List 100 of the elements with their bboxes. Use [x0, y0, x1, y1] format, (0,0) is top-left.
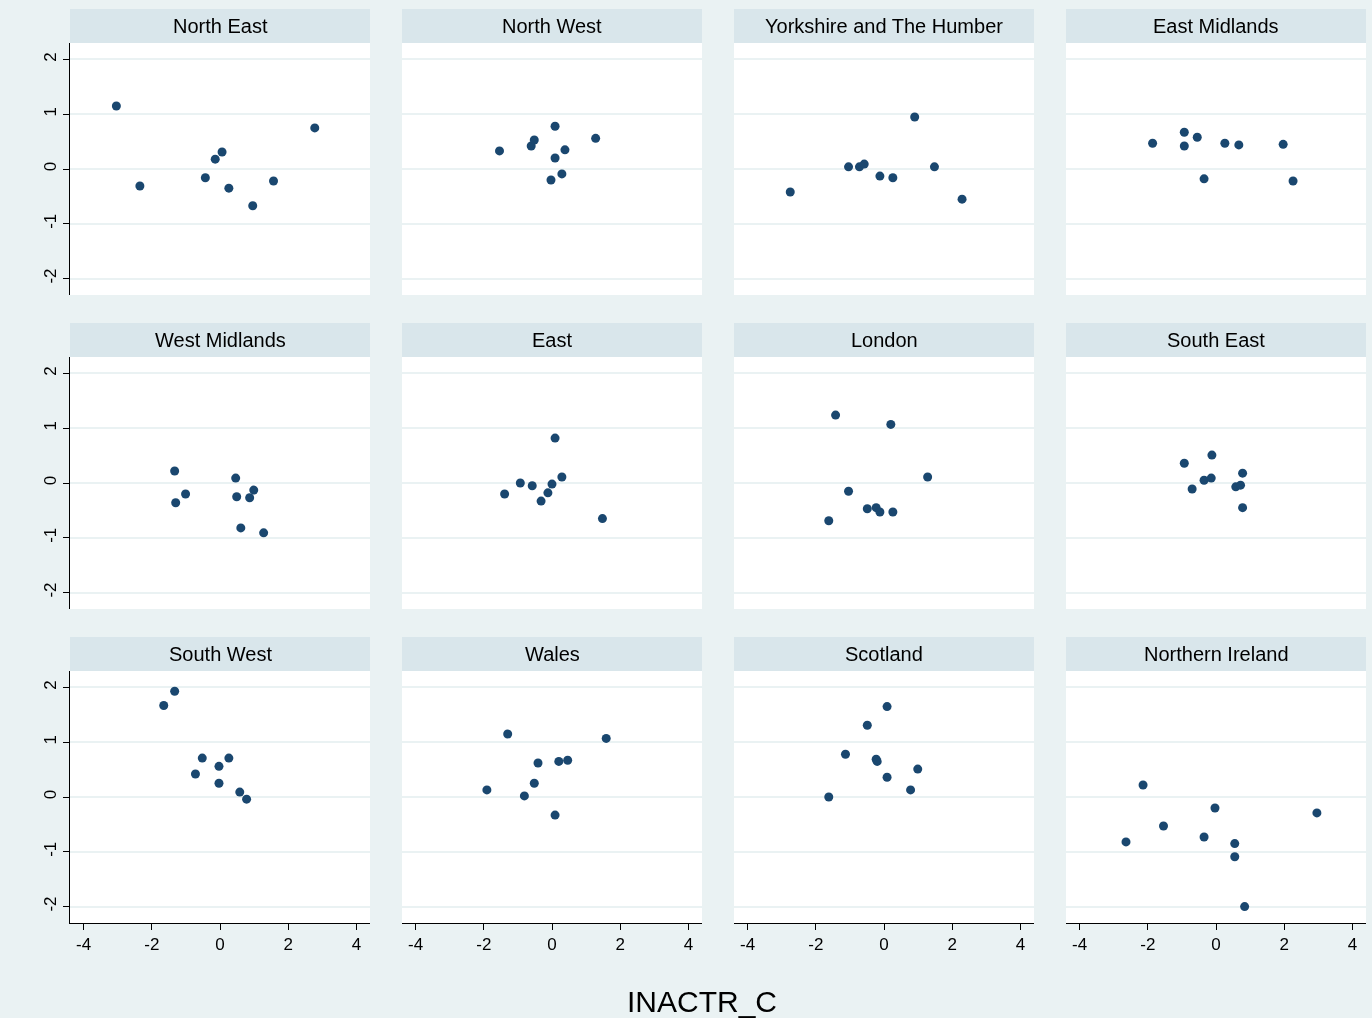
x-axis-title: INACTR_C — [627, 985, 778, 1018]
point — [591, 133, 601, 143]
point — [242, 794, 252, 804]
point — [1159, 821, 1168, 831]
chart-title: West Midlands — [155, 329, 286, 351]
point — [515, 478, 525, 488]
x-tick-label: 4 — [683, 935, 694, 955]
point — [500, 489, 510, 499]
point — [503, 729, 513, 739]
point — [224, 753, 234, 763]
point — [214, 778, 224, 788]
point — [111, 101, 121, 111]
point — [862, 504, 872, 514]
x-tick-label: -4 — [740, 935, 756, 955]
point — [536, 496, 546, 506]
point — [550, 153, 560, 163]
point — [1206, 473, 1216, 483]
point — [527, 481, 537, 491]
chart-title: North West — [502, 15, 603, 37]
point — [550, 121, 560, 131]
point — [1234, 140, 1244, 150]
x-tick-label: 0 — [879, 935, 889, 955]
chart-title: East — [532, 329, 573, 351]
point — [824, 792, 834, 802]
point — [1207, 450, 1217, 460]
point — [232, 492, 242, 502]
point — [1220, 138, 1230, 148]
point — [197, 753, 207, 763]
point — [529, 778, 539, 788]
x-tick-label: 2 — [615, 935, 625, 955]
point — [1179, 127, 1189, 137]
point — [882, 702, 892, 712]
point — [547, 479, 557, 489]
x-tick-label: 0 — [1211, 935, 1221, 955]
point — [1199, 174, 1209, 184]
chart-title: South West — [169, 643, 273, 665]
point — [245, 493, 255, 503]
point — [248, 201, 258, 211]
point — [929, 162, 939, 172]
point — [875, 507, 885, 517]
x-tick-label: 4 — [1347, 935, 1358, 955]
point — [906, 785, 916, 795]
point — [235, 787, 245, 797]
point — [1236, 480, 1246, 490]
point — [543, 488, 553, 498]
chart-title: Yorkshire and The Humber — [765, 15, 1004, 37]
x-tick-label: -2 — [1140, 935, 1156, 955]
chart-title: Northern Ireland — [1144, 643, 1289, 665]
x-tick-label: 4 — [351, 935, 362, 955]
y-tick-label: -1 — [41, 213, 61, 229]
x-tick-label: -2 — [808, 935, 824, 955]
y-tick-label: 0 — [41, 161, 61, 172]
x-tick-label: 2 — [947, 935, 957, 955]
point — [1278, 139, 1288, 149]
chart-title: East Midlands — [1153, 15, 1279, 37]
point — [550, 810, 560, 820]
point — [170, 686, 180, 696]
point — [1138, 780, 1148, 790]
point — [519, 791, 529, 801]
point — [1187, 484, 1197, 494]
point — [840, 749, 850, 759]
point — [533, 758, 543, 768]
point — [135, 181, 145, 191]
point — [495, 146, 504, 156]
y-tick-label: 1 — [41, 106, 61, 117]
point — [888, 507, 898, 517]
y-tick-label: -1 — [41, 527, 61, 543]
point — [1179, 458, 1189, 468]
point — [1312, 808, 1322, 818]
point — [1148, 138, 1158, 148]
x-tick-label: -2 — [476, 935, 492, 955]
point — [862, 720, 872, 730]
x-tick-label: 4 — [1015, 935, 1026, 955]
point — [1240, 902, 1250, 912]
point — [1238, 468, 1248, 478]
x-tick-label: 2 — [1279, 935, 1289, 955]
x-tick-label: 2 — [283, 935, 293, 955]
point — [597, 514, 607, 524]
chart-title: South East — [1167, 329, 1266, 351]
y-tick-label: -2 — [41, 896, 61, 912]
point — [1192, 132, 1202, 142]
point — [217, 147, 227, 157]
point — [310, 123, 320, 133]
point — [1288, 176, 1298, 186]
x-tick-label: 0 — [547, 935, 557, 955]
point — [170, 466, 180, 476]
x-tick-label: -2 — [144, 935, 160, 955]
y-tick-label: 0 — [41, 789, 61, 800]
point — [159, 701, 169, 711]
point — [844, 486, 854, 496]
point — [1238, 503, 1248, 513]
point — [224, 183, 234, 193]
point — [557, 472, 567, 482]
point — [923, 472, 933, 482]
point — [601, 733, 611, 743]
y-tick-label: 1 — [41, 420, 61, 431]
point — [844, 162, 854, 172]
point — [181, 489, 191, 499]
y-tick-label: 0 — [41, 475, 61, 486]
point — [886, 419, 896, 429]
